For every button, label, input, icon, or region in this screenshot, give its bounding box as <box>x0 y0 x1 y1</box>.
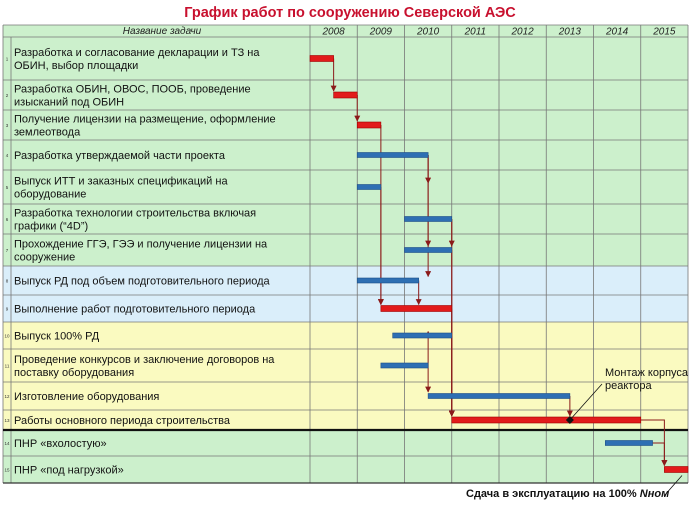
task-bar-9 <box>380 305 453 312</box>
task-number-1: 1 <box>6 57 9 62</box>
year-label-2014: 2014 <box>605 27 629 38</box>
task-number-2: 2 <box>6 93 9 98</box>
task-number-6: 6 <box>6 217 9 222</box>
task-number-12: 12 <box>4 394 10 399</box>
task-name-11-line-1: Проведение конкурсов и заключение догово… <box>14 354 275 366</box>
task-name-14-line-1: ПНР «вхолостую» <box>14 438 107 450</box>
task-name-8-line-1: Выпуск РД под объем подготовительного пе… <box>14 276 271 288</box>
milestone-leader-line <box>569 383 603 421</box>
task-name-2-line-1: Разработка ОБИН, ОВОС, ПООБ, проведение <box>14 84 251 96</box>
task-name-1-line-1: Разработка и согласование декларации и Т… <box>14 47 260 59</box>
year-label-2012: 2012 <box>511 27 535 38</box>
task-name-13-line-1: Работы основного периода строительства <box>14 415 231 427</box>
task-bar-4 <box>356 152 429 158</box>
year-label-2009: 2009 <box>369 27 393 38</box>
task-number-3: 3 <box>6 123 9 128</box>
task-number-10: 10 <box>4 334 10 339</box>
task-name-6-line-1: Разработка технологии строительства вклю… <box>14 208 256 220</box>
task-name-9-line-1: Выполнение работ подготовительного перио… <box>14 304 256 316</box>
task-bar-7 <box>404 247 453 253</box>
task-bar-12 <box>427 393 571 399</box>
section-band-2 <box>3 266 688 322</box>
task-number-4: 4 <box>6 153 9 158</box>
task-name-3-line-2: землеотвода <box>14 127 81 139</box>
task-name-5-line-1: Выпуск ИТТ и заказных спецификаций на <box>14 176 228 188</box>
task-number-5: 5 <box>6 185 9 190</box>
task-name-3-line-1: Получение лицензии на размещение, оформл… <box>14 114 276 126</box>
task-name-2-line-2: изысканий под ОБИН <box>14 97 124 109</box>
section-band-3 <box>3 322 688 430</box>
year-label-2008: 2008 <box>322 27 346 38</box>
section-band-4 <box>3 430 688 483</box>
task-name-5-line-2: оборудование <box>14 189 86 201</box>
milestone-label-line-1: Монтаж корпуса <box>605 367 689 379</box>
task-number-11: 11 <box>5 364 10 369</box>
task-bar-15 <box>664 466 689 473</box>
year-label-2011: 2011 <box>464 27 487 38</box>
task-number-8: 8 <box>6 279 9 284</box>
commissioning-leader-line <box>663 475 683 497</box>
grid-lines <box>2 24 689 484</box>
task-number-7: 7 <box>6 248 9 253</box>
task-bar-3 <box>356 121 382 129</box>
task-name-4-line-1: Разработка утверждаемой части проекта <box>14 150 226 162</box>
year-label-2010: 2010 <box>416 27 440 38</box>
task-name-12-line-1: Изготовление оборудования <box>14 391 159 403</box>
task-name-7-line-2: сооружение <box>14 252 75 264</box>
task-bar-2 <box>333 91 358 99</box>
task-column-header: Название задачи <box>123 26 202 37</box>
task-bar-1 <box>309 55 334 62</box>
task-name-10-line-1: Выпуск 100% РД <box>14 331 100 343</box>
section-band-1 <box>3 37 688 266</box>
year-label-2015: 2015 <box>652 27 676 38</box>
task-number-9: 9 <box>6 307 9 312</box>
commissioning-label-unit: Nном <box>640 488 669 500</box>
task-number-14: 14 <box>4 441 10 446</box>
task-number-15: 15 <box>4 468 10 473</box>
task-bar-13 <box>451 416 642 424</box>
task-name-7-line-1: Прохождение ГГЭ, ГЭЭ и получение лицензи… <box>14 239 268 251</box>
task-number-13: 13 <box>4 418 10 423</box>
task-bar-10 <box>392 332 453 339</box>
task-bar-6 <box>404 216 453 222</box>
task-bar-5 <box>356 184 382 190</box>
commissioning-label: Сдача в эксплуатацию на 100% Nном <box>466 488 669 500</box>
task-bar-8 <box>356 277 419 284</box>
year-label-2013: 2013 <box>558 27 582 38</box>
task-bar-11 <box>380 362 429 369</box>
task-bar-14 <box>605 440 653 446</box>
task-name-11-line-2: поставку оборудования <box>14 367 134 379</box>
task-name-15-line-1: ПНР «под нагрузкой» <box>14 465 124 477</box>
chart-title: График работ по сооружению Северской АЭС <box>184 5 516 21</box>
header-row-background <box>3 25 688 37</box>
milestone-label-line-2: реактора <box>605 380 652 392</box>
link-14-to-15 <box>652 442 668 467</box>
milestone-marker <box>565 416 574 424</box>
task-name-6-line-2: графики (“4D”) <box>14 221 88 233</box>
task-name-1-line-2: ОБИН, выбор площадки <box>14 60 138 72</box>
